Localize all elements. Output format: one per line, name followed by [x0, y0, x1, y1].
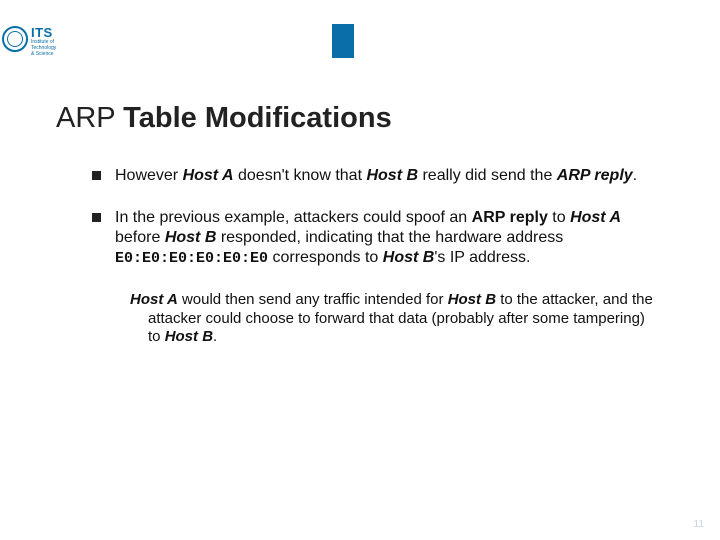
logo-emblem-icon [2, 26, 28, 52]
sub-bullet: Host A would then send any traffic inten… [130, 291, 660, 347]
b2-pre: In the previous example, attackers could… [115, 209, 472, 226]
logo-block: ITS Institute of Technology & Science [2, 26, 56, 57]
sub-hostB2: Host B [165, 328, 213, 345]
b1-hostA: Host A [183, 167, 234, 184]
logo-sub3: & Science [31, 51, 56, 57]
b2-mid3: responded, indicating that the hardware … [216, 229, 563, 246]
page-number: 11 [694, 519, 704, 530]
b2-mid5: 's IP address. [434, 249, 530, 266]
sub-hostB: Host B [448, 291, 496, 308]
b1-hostB: Host B [366, 167, 418, 184]
slide-title: ARP Table Modifications [56, 102, 392, 135]
b1-arp: ARP reply [557, 167, 633, 184]
accent-box [332, 24, 354, 58]
bullet-marker-icon [92, 213, 101, 222]
b1-end: . [633, 167, 637, 184]
b2-mid1: to [548, 209, 570, 226]
b2-arp: ARP reply [472, 209, 548, 226]
b2-hostB: Host B [165, 229, 217, 246]
b2-hostB2: Host B [383, 249, 435, 266]
title-arp: ARP [56, 102, 123, 134]
b2-mid2: before [115, 229, 165, 246]
bullet-marker-icon [92, 171, 101, 180]
b1-mid1: doesn't know that [234, 167, 367, 184]
bullet-1-text: However Host A doesn't know that Host B … [115, 166, 637, 186]
b1-mid2: really did send the [418, 167, 557, 184]
slide-content: However Host A doesn't know that Host B … [92, 166, 660, 347]
b2-mid4: corresponds to [268, 249, 383, 266]
sub-t3: . [213, 328, 217, 345]
title-rest: Table Modifications [123, 102, 392, 134]
b2-hostA: Host A [570, 209, 621, 226]
bullet-2-text: In the previous example, attackers could… [115, 208, 660, 269]
bullet-2: In the previous example, attackers could… [92, 208, 660, 269]
sub-text: Host A would then send any traffic inten… [130, 291, 660, 347]
b2-mac: E0:E0:E0:E0:E0:E0 [115, 250, 268, 267]
logo-text: ITS Institute of Technology & Science [31, 26, 56, 57]
sub-t1: would then send any traffic intended for [178, 291, 448, 308]
logo-its: ITS [31, 26, 56, 39]
b1-pre: However [115, 167, 183, 184]
sub-hostA: Host A [130, 291, 178, 308]
bullet-1: However Host A doesn't know that Host B … [92, 166, 660, 186]
